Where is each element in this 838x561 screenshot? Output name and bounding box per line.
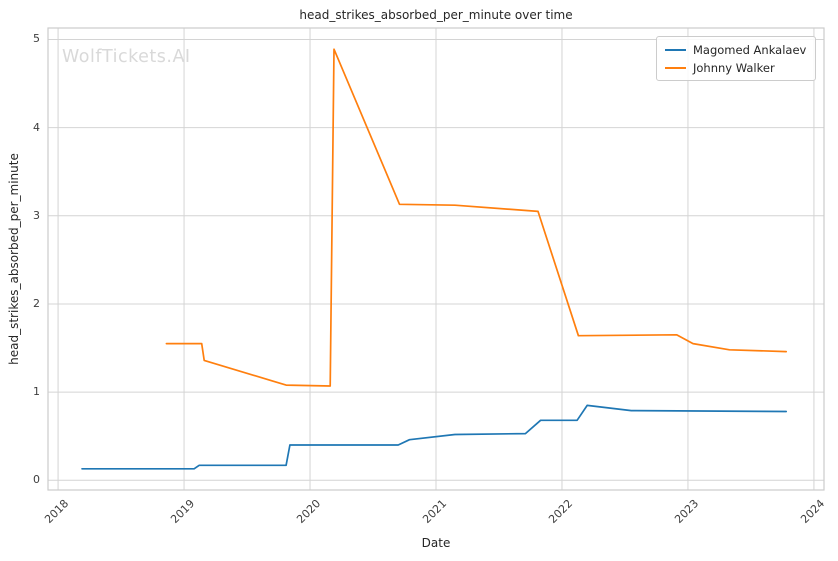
legend-label: Johnny Walker — [693, 60, 775, 75]
legend-line-swatch-icon — [665, 66, 686, 69]
legend-item: Johnny Walker — [665, 60, 807, 75]
y-tick-label: 5 — [33, 32, 40, 46]
y-tick-label: 2 — [33, 296, 40, 310]
legend-line-swatch-icon — [665, 48, 686, 51]
y-axis-label: head_strikes_absorbed_per_minute — [7, 153, 21, 365]
x-axis-label: Date — [421, 536, 451, 550]
y-tick-label: 0 — [33, 473, 40, 487]
watermark: WolfTickets.AI — [62, 47, 191, 67]
legend: Magomed Ankalaev Johnny Walker — [656, 36, 816, 81]
y-tick-label: 1 — [33, 385, 40, 399]
series-line-magomed-ankalaev — [81, 404, 788, 470]
legend-item: Magomed Ankalaev — [665, 42, 807, 57]
y-tick-label: 3 — [33, 208, 40, 222]
y-tick-label: 4 — [33, 120, 40, 134]
legend-label: Magomed Ankalaev — [693, 42, 807, 57]
series-line-johnny-walker — [165, 48, 788, 387]
chart-title: head_strikes_absorbed_per_minute over ti… — [299, 8, 573, 22]
plot-border — [47, 27, 825, 491]
